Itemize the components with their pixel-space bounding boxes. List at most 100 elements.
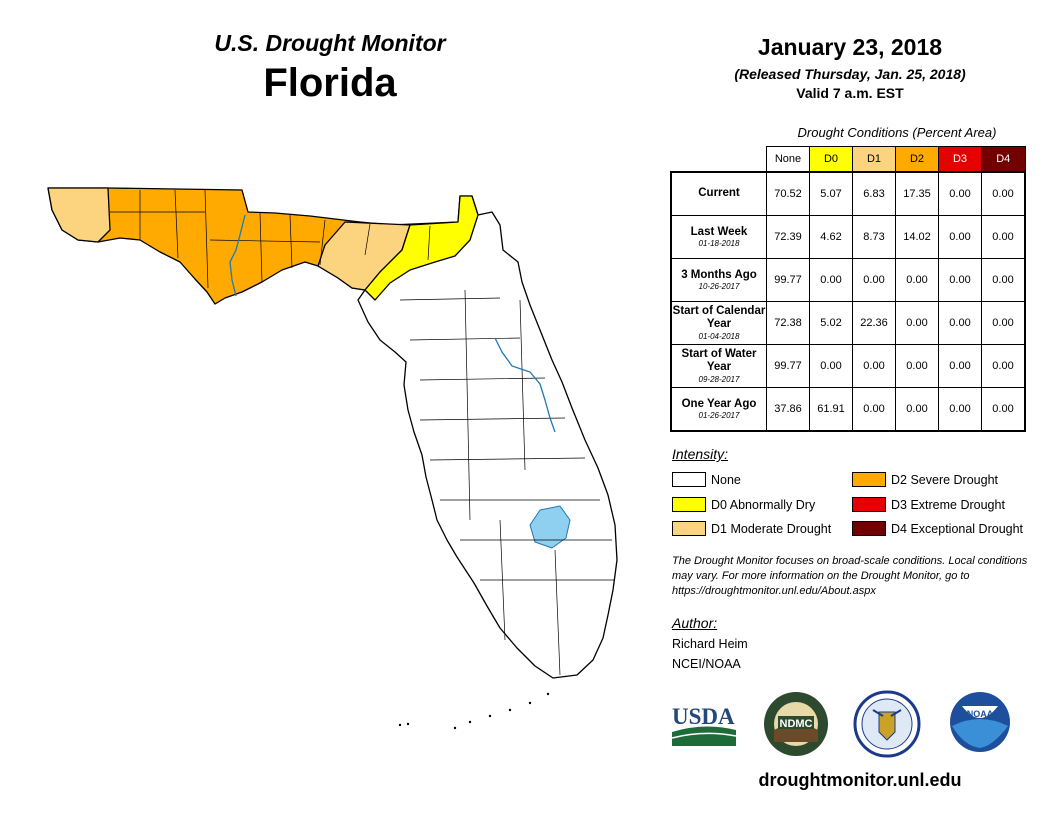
monitor-title: U.S. Drought Monitor (214, 30, 446, 56)
header-left: U.S. Drought Monitor Florida (160, 30, 500, 106)
lake-okeechobee (529, 505, 571, 549)
column-header-d0: D0 (809, 146, 853, 173)
table-cell: 0.00 (895, 301, 939, 345)
row-label: One Year Ago 01-26-2017 (670, 387, 767, 432)
table-row: Last Week 01-18-2018 72.39 4.62 8.73 14.02 0.0… (670, 215, 1026, 259)
table-cell: 14.02 (895, 215, 939, 259)
release-date: (Released Thursday, Jan. 25, 2018) (734, 66, 966, 82)
author-org: NCEI/NOAA (672, 657, 741, 671)
table-cell: 6.83 (852, 171, 896, 216)
table-cell: 4.62 (809, 215, 853, 259)
table-row: Current 70.52 5.07 6.83 17.35 0.00 0.00 (670, 171, 1026, 216)
table-cell: 0.00 (981, 301, 1026, 345)
disclaimer-text: The Drought Monitor focuses on broad-sca… (672, 555, 1028, 597)
table-cell: 70.52 (766, 171, 810, 216)
table-header-row: None D0 D1 D2 D3 D4 (671, 146, 1026, 173)
row-label: 3 Months Ago 10-26-2017 (670, 258, 767, 302)
table-cell: 5.07 (809, 171, 853, 216)
table-cell: 0.00 (809, 344, 853, 388)
row-label: Start of Calendar Year 01-04-2018 (670, 301, 767, 345)
table-title: Drought Conditions (Percent Area) (797, 125, 997, 140)
table-cell: 0.00 (938, 215, 982, 259)
table-cell: 0.00 (852, 258, 896, 302)
row-date: 10-26-2017 (698, 282, 740, 292)
apalachicola-river (229, 214, 246, 297)
row-date: 01-26-2017 (698, 411, 740, 421)
row-label-text: Current (698, 187, 740, 200)
map-region-d2 (47, 187, 391, 305)
legend-swatch (852, 472, 886, 487)
legend-label: D1 Moderate Drought (711, 521, 832, 536)
table-cell: 0.00 (895, 258, 939, 302)
table-cell: 99.77 (766, 258, 810, 302)
row-date: 01-18-2018 (698, 239, 740, 249)
table-cell: 0.00 (895, 344, 939, 388)
column-header-none: None (766, 146, 810, 173)
table-cell: 0.00 (938, 171, 982, 216)
table-cell: 22.36 (852, 301, 896, 345)
table-cell: 0.00 (938, 258, 982, 302)
legend-label: D3 Extreme Drought (891, 497, 1005, 512)
legend-swatch (852, 521, 886, 536)
ndmc-logo-text: NDMC (780, 718, 813, 730)
table-row: One Year Ago 01-26-2017 37.86 61.91 0.00 0.00… (670, 387, 1026, 432)
table-cell: 8.73 (852, 215, 896, 259)
legend-item: D0 Abnormally Dry (672, 497, 815, 512)
map-region-none (357, 195, 618, 679)
table-cell: 99.77 (766, 344, 810, 388)
map-region-d0 (364, 195, 479, 301)
row-label: Last Week 01-18-2018 (670, 215, 767, 259)
table-cell: 0.00 (981, 171, 1026, 216)
map-region-d1-west (47, 187, 111, 243)
website-url: droughtmonitor.unl.edu (758, 770, 962, 790)
legend-item: D3 Extreme Drought (852, 497, 1005, 512)
table-cell: 5.02 (809, 301, 853, 345)
column-header-d1: D1 (852, 146, 896, 173)
table-cell: 0.00 (981, 387, 1026, 432)
column-header-d2: D2 (895, 146, 939, 173)
column-header-d3: D3 (938, 146, 982, 173)
row-label-text: Start of Water Year (681, 348, 757, 374)
row-label-text: 3 Months Ago (681, 268, 757, 281)
table-cell: 0.00 (895, 387, 939, 432)
legend-label: D2 Severe Drought (891, 472, 999, 487)
table-row: 3 Months Ago 10-26-2017 99.77 0.00 0.00 0.00 0… (670, 258, 1026, 302)
table-cell: 0.00 (938, 387, 982, 432)
usda-logo: USDA (671, 704, 737, 746)
table-cell: 0.00 (938, 344, 982, 388)
commerce-seal-icon (853, 690, 921, 758)
table-cell: 0.00 (852, 344, 896, 388)
florida-map (47, 187, 618, 730)
usda-logo-text: USDA (672, 704, 735, 729)
legend-swatch (672, 472, 706, 487)
legend-swatch (672, 521, 706, 536)
author-title: Author: (672, 615, 718, 631)
row-label-text: Start of Calendar Year (672, 305, 766, 331)
table-cell: 0.00 (981, 215, 1026, 259)
table-cell: 17.35 (895, 171, 939, 216)
table-row: Start of Water Year 09-28-2017 99.77 0.00 0.… (670, 344, 1026, 388)
map-date: January 23, 2018 (757, 34, 943, 60)
row-label-text: Last Week (690, 225, 748, 238)
table-cell: 0.00 (852, 387, 896, 432)
legend-item: D2 Severe Drought (852, 472, 998, 487)
st-johns-river (494, 337, 556, 433)
row-label: Start of Water Year 09-28-2017 (670, 344, 767, 388)
legend-title: Intensity: (672, 446, 729, 462)
table-cell: 0.00 (981, 344, 1026, 388)
header-right: January 23, 2018 (Released Thursday, Jan… (700, 34, 1000, 101)
table-body: Current 70.52 5.07 6.83 17.35 0.00 0.00 Last We… (670, 171, 1026, 432)
legend-item: None (672, 472, 741, 487)
row-label-text: One Year Ago (681, 397, 757, 410)
legend-label: D4 Exceptional Drought (891, 521, 1024, 536)
noaa-logo-text: NOAA (967, 709, 994, 719)
author-name: Richard Heim (672, 637, 748, 651)
valid-time: Valid 7 a.m. EST (796, 85, 904, 101)
legend-label: None (711, 472, 741, 487)
table-cell: 61.91 (809, 387, 853, 432)
legend-swatch (852, 497, 886, 512)
row-date: 09-28-2017 (698, 374, 740, 384)
table-cell: 72.38 (766, 301, 810, 345)
table-corner (671, 147, 767, 173)
noaa-logo: NOAA (950, 692, 1010, 752)
